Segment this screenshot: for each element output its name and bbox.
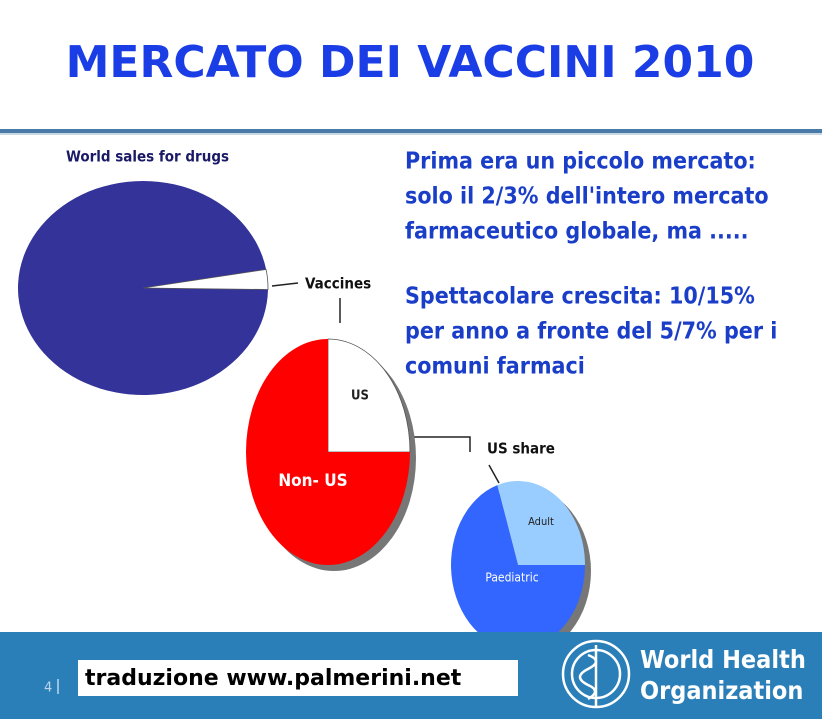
text-line: Prima era un piccolo mercato: [405, 149, 756, 175]
text-line: Spettacolare crescita: 10/15% [405, 284, 755, 310]
pie-title: US share [487, 440, 555, 458]
slide-title: MERCATO DEI VACCINI 2010 [66, 37, 755, 88]
text-line: comuni farmaci [405, 354, 585, 380]
slice-label: Non- US [278, 471, 347, 491]
slice-label: Paediatric [485, 571, 538, 585]
pie-slice [142, 268, 269, 290]
slice-label: US [351, 389, 369, 404]
connector [412, 436, 471, 452]
pie-slice [246, 339, 410, 565]
header-rule [0, 129, 822, 133]
pie-title: World sales for drugs [66, 148, 229, 166]
credit-box [78, 660, 518, 696]
header-rule-shadow [0, 133, 822, 135]
slice-label: Vaccines [305, 275, 371, 293]
text-line: solo il 2/3% dell'intero mercato [405, 184, 769, 210]
who-emblem [561, 639, 631, 709]
connector [271, 282, 299, 287]
text-line: farmaceutico globale, ma ..... [405, 219, 748, 245]
pie-slice [327, 338, 411, 453]
connectors [271, 282, 500, 484]
page-number: 4 [44, 681, 52, 696]
pie-slice [451, 485, 585, 649]
pie-slice [497, 481, 585, 565]
slice-label: Adult [528, 515, 554, 528]
text-block: Prima era un piccolo mercato: solo il 2/3… [405, 149, 777, 380]
logo-text: Organization [640, 676, 803, 705]
charts: World sales for drugs Vaccines US Non- US US… [18, 148, 591, 655]
text-line: per anno a fronte del 5/7% per i [405, 319, 777, 345]
logo-text: World Health [640, 645, 806, 674]
connector [488, 464, 500, 484]
credit: traduzione www.palmerini.net [85, 666, 462, 691]
